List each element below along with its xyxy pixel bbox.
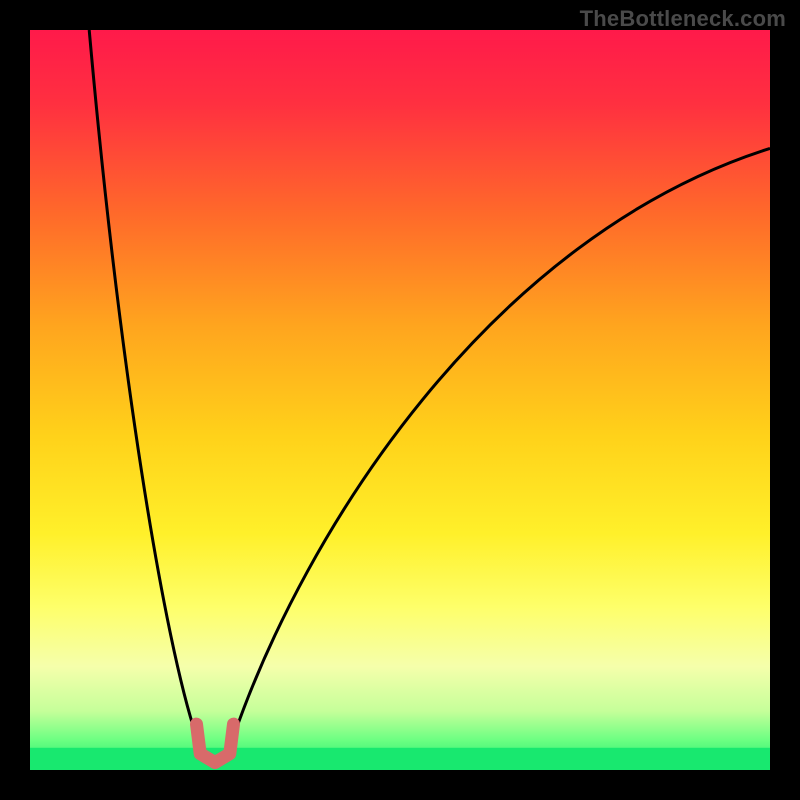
gradient-background [30, 30, 770, 770]
chart-stage: TheBottleneck.com [0, 0, 800, 800]
watermark-text: TheBottleneck.com [580, 6, 786, 32]
green-band [30, 748, 770, 770]
bottleneck-chart [0, 0, 800, 800]
